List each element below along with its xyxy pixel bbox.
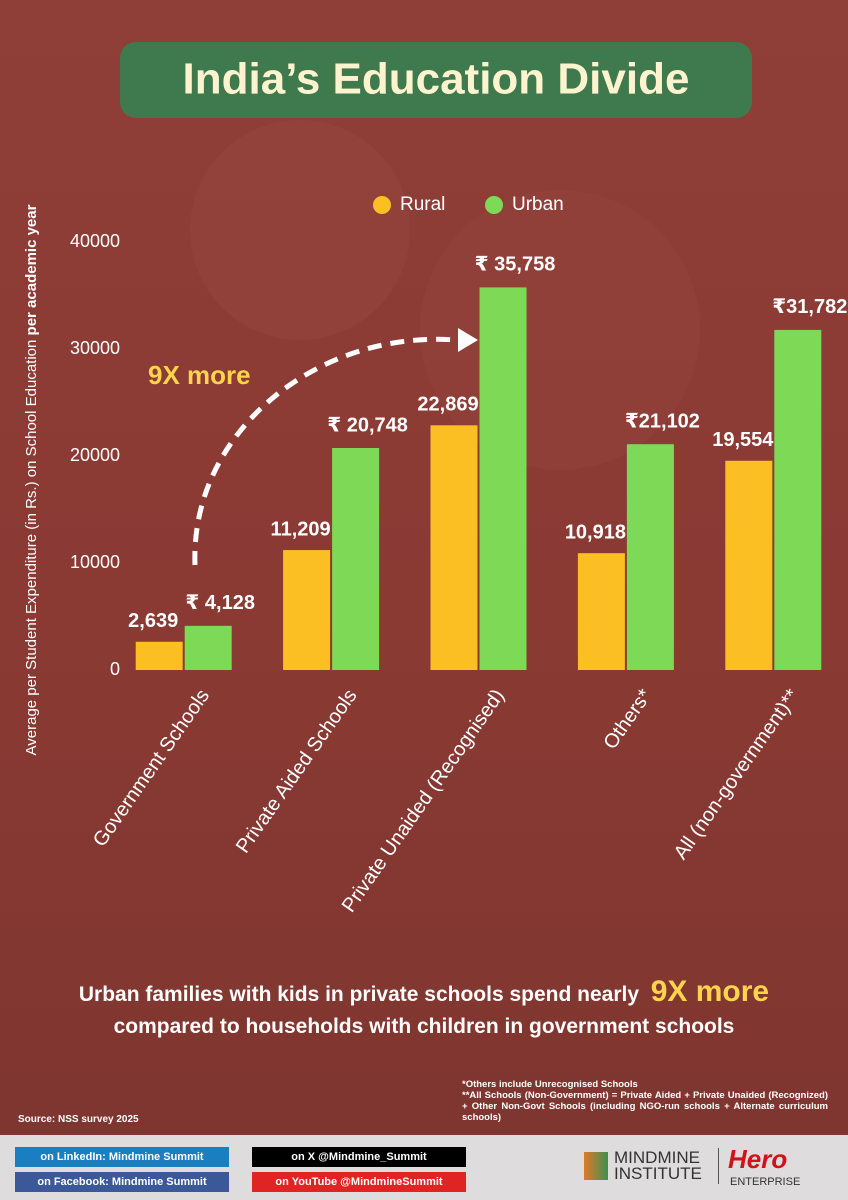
value-label: ₹ 20,748	[327, 414, 408, 436]
brand-enterprise: ENTERPRISE	[730, 1176, 801, 1188]
brand-text: INSTITUTE	[614, 1164, 702, 1183]
social-link[interactable]: on YouTube @MindmineSummit	[252, 1172, 466, 1192]
value-label: 2,639	[128, 610, 178, 632]
logo-icon	[584, 1152, 608, 1180]
arrow-head	[458, 328, 478, 352]
bar	[577, 553, 625, 670]
y-tick-label: 0	[110, 659, 120, 679]
chart-title: India’s Education Divide	[183, 55, 690, 104]
brand-mindmine: MINDMINE INSTITUTE	[614, 1148, 702, 1183]
y-tick-label: 30000	[70, 338, 120, 358]
value-label: 19,554	[712, 429, 774, 451]
social-link[interactable]: on Facebook: Mindmine Summit	[15, 1172, 229, 1192]
value-label: 11,209	[271, 518, 331, 540]
bar	[479, 287, 527, 670]
legend-label: Urban	[512, 194, 564, 215]
bar	[725, 460, 773, 670]
value-label: 22,869	[417, 394, 478, 416]
x-tick-label: Others*	[599, 685, 656, 753]
bar	[184, 625, 232, 670]
brand-text: MINDMINE	[614, 1148, 700, 1167]
value-label: 10,918	[565, 521, 626, 543]
legend-swatch	[373, 196, 391, 214]
bar	[135, 641, 183, 670]
headline: compared to households with children in …	[113, 1015, 735, 1038]
y-axis-label-text: Average per Student Expenditure (in Rs.)…	[23, 340, 40, 756]
value-label: ₹21,102	[625, 410, 700, 432]
value-label: ₹ 4,128	[185, 592, 255, 614]
chart: India’s Education Divide Average per Stu…	[23, 42, 847, 916]
y-tick-label: 10000	[70, 552, 120, 572]
x-tick-label: All (non-government)**	[670, 685, 804, 864]
bar	[283, 550, 331, 670]
x-tick-label: Government Schools	[89, 685, 214, 851]
y-tick-label: 40000	[70, 231, 120, 251]
note: **All Schools (Non-Government) = Private…	[462, 1090, 828, 1123]
social-link[interactable]: on LinkedIn: Mindmine Summit	[15, 1147, 229, 1167]
source: Source: NSS survey 2025	[18, 1114, 139, 1125]
headline-text: Urban families with kids in private scho…	[78, 983, 640, 1006]
bar	[332, 447, 380, 670]
y-tick-label: 20000	[70, 445, 120, 465]
y-axis-label: Average per Student Expenditure (in Rs.)…	[23, 204, 40, 755]
value-label: ₹31,782	[772, 296, 847, 318]
x-tick-label: Private Unaided (Recognised)	[338, 685, 509, 916]
brand-hero: Hero	[728, 1144, 788, 1174]
legend-swatch	[485, 196, 503, 214]
headline-emphasis: 9X more	[650, 975, 770, 1008]
value-label: ₹ 35,758	[475, 254, 556, 276]
social-link[interactable]: on X @Mindmine_Summit	[252, 1147, 466, 1167]
headline: Urban families with kids in private scho…	[0, 975, 848, 1009]
bar	[430, 425, 478, 670]
note: *Others include Unrecognised Schools	[462, 1079, 638, 1090]
y-axis-label-emphasis: per academic year	[23, 204, 40, 335]
bg-shape	[190, 120, 410, 340]
annotation-arrow	[192, 336, 456, 566]
bar	[774, 329, 822, 670]
legend-label: Rural	[400, 194, 445, 215]
notes: *Others include Unrecognised Schools **A…	[462, 1079, 828, 1123]
annotation: 9X more	[148, 360, 251, 390]
bar	[626, 444, 674, 670]
x-tick-label: Private Aided Schools	[232, 685, 362, 857]
divider	[718, 1148, 719, 1184]
title-box	[120, 42, 752, 118]
